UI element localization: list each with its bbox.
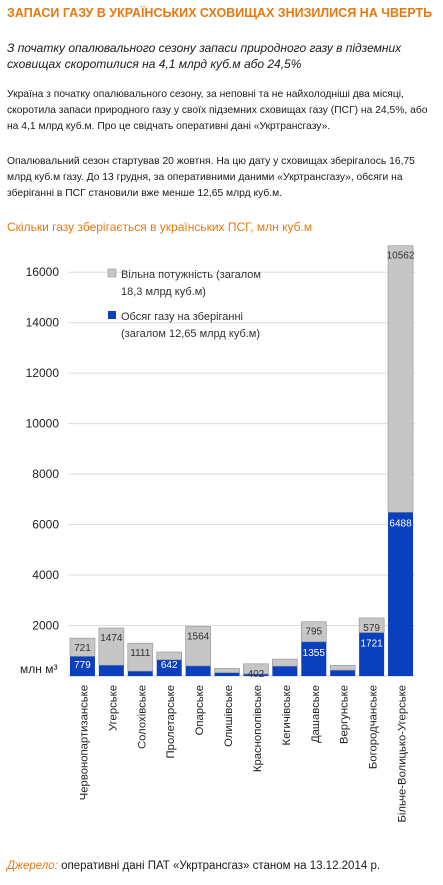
free-value-label: 579 bbox=[363, 623, 380, 634]
y-tick-label: 16000 bbox=[26, 265, 60, 279]
legend-swatch-free bbox=[107, 268, 117, 278]
category-label: Вергунське bbox=[339, 685, 351, 744]
source-note: Джерело: оперативні дані ПАТ «Укртрансга… bbox=[7, 860, 380, 872]
bar-free bbox=[272, 658, 298, 667]
category-label: Опарське bbox=[194, 685, 206, 735]
category-label: Дашавське bbox=[310, 685, 322, 743]
headline: ЗАПАСИ ГАЗУ В УКРАЇНСЬКИХ СХОВИЩАХ ЗНИЗИ… bbox=[7, 6, 433, 20]
bar-free bbox=[387, 245, 414, 513]
legend-swatch-stored bbox=[108, 311, 116, 319]
free-value-label: 1564 bbox=[187, 631, 210, 642]
bar-free bbox=[98, 627, 125, 666]
legend-label: Обсяг газу на зберіганні (загалом 12,65 м… bbox=[121, 311, 260, 340]
category-label: Більче-Волицько-Угерське bbox=[397, 685, 409, 823]
y-tick-label: 8000 bbox=[32, 467, 59, 481]
chart-title: Скільки газу зберігається в українських … bbox=[7, 220, 313, 234]
free-value-label: 402 bbox=[248, 669, 265, 680]
category-label: Солохівське bbox=[136, 685, 148, 749]
bar-free bbox=[69, 637, 96, 657]
bar-stored bbox=[98, 665, 124, 676]
category-label: Богородчанське bbox=[368, 685, 380, 769]
bar-stored bbox=[272, 666, 298, 676]
stored-value-label: 1355 bbox=[303, 648, 326, 659]
category-label: Олишівське bbox=[223, 685, 235, 747]
stored-value-label: 1721 bbox=[361, 639, 384, 650]
paragraph-2: Опалювальний сезон стартував 20 жовтня. … bbox=[7, 156, 415, 199]
bar-stored bbox=[214, 672, 240, 676]
source-text: оперативні дані ПАТ «Укртрансгаз» станом… bbox=[57, 860, 381, 872]
bar-free bbox=[243, 663, 269, 675]
y-tick-label: 4000 bbox=[32, 568, 59, 582]
bar-stored bbox=[330, 670, 356, 676]
bar-free bbox=[185, 626, 211, 667]
bar-free bbox=[156, 651, 183, 661]
category-label: Червонопартизанське bbox=[78, 685, 90, 800]
source-label: Джерело: bbox=[7, 860, 58, 872]
bar-stored bbox=[359, 632, 385, 676]
y-tick-label: 12000 bbox=[26, 366, 60, 380]
stored-value-label: 779 bbox=[74, 660, 91, 671]
bar-free bbox=[300, 621, 327, 643]
gas-storage-chart: 2000 4000 6000 8000 10000 12000 14000 16000 млн … bbox=[20, 245, 415, 823]
bar-free bbox=[358, 617, 385, 633]
legend-label: Вільна потужність (загалом 18,3 млрд куб.… bbox=[121, 269, 261, 298]
free-value-label: 1111 bbox=[130, 648, 150, 659]
bar-free bbox=[214, 668, 240, 674]
free-value-label: 721 bbox=[74, 643, 91, 654]
stored-value-label: 642 bbox=[161, 660, 178, 671]
bar-stored bbox=[69, 656, 95, 676]
y-tick-label: 14000 bbox=[26, 316, 60, 330]
bar-stored bbox=[243, 673, 269, 676]
bar-stored bbox=[185, 665, 211, 676]
bar-free bbox=[329, 665, 356, 671]
y-tick-label: 10000 bbox=[26, 417, 60, 431]
category-label: Угерське bbox=[107, 685, 119, 731]
y-tick-label: 2000 bbox=[32, 619, 59, 633]
bar-stored bbox=[301, 641, 327, 676]
free-value-label: 1474 bbox=[100, 633, 123, 644]
bar-stored bbox=[156, 659, 182, 676]
bar-stored bbox=[127, 671, 153, 676]
unit-label: млн м³ bbox=[20, 662, 57, 676]
bar-free bbox=[127, 642, 154, 672]
bar-stored bbox=[388, 512, 414, 676]
free-value-label: 795 bbox=[305, 627, 322, 638]
category-label: Кегичівське bbox=[281, 685, 293, 745]
y-tick-label: 6000 bbox=[32, 518, 59, 532]
category-label: Краснопопівське bbox=[252, 685, 264, 772]
lead-text: З початку опалювального сезону запаси пр… bbox=[7, 41, 402, 71]
free-value-label: 10562 bbox=[387, 251, 415, 262]
category-label: Пролетарське bbox=[165, 685, 177, 758]
stored-value-label: 6488 bbox=[389, 518, 412, 529]
paragraph-1: Україна з початку опалювального сезону, … bbox=[7, 89, 428, 132]
